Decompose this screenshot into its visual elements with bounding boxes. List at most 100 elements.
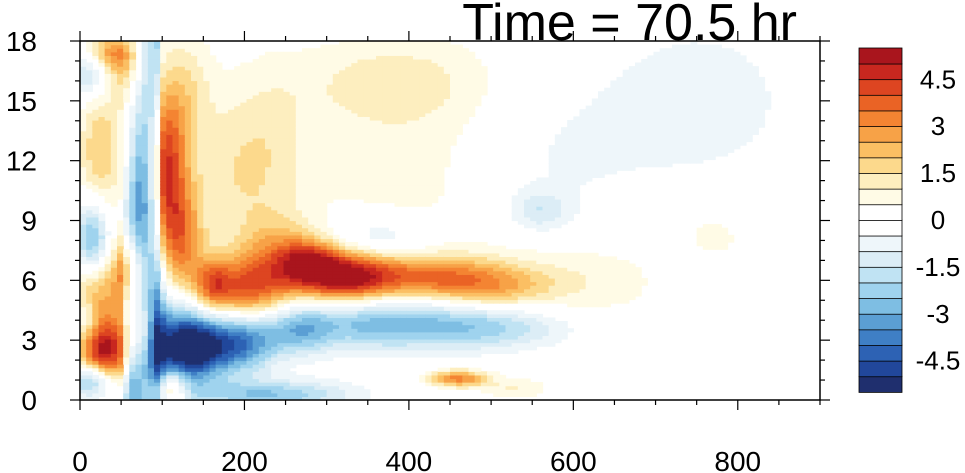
heatmap-cell [197, 396, 204, 400]
heatmap-cell [314, 159, 322, 164]
heatmap-cell [166, 389, 174, 394]
heatmap-cell [240, 137, 248, 143]
heatmap-cell [80, 378, 87, 383]
heatmap-cell [277, 285, 285, 290]
heatmap-cell [123, 227, 130, 232]
heatmap-cell [308, 206, 315, 211]
heatmap-cell [252, 396, 260, 400]
heatmap-cell [154, 249, 161, 254]
heatmap-cell [308, 184, 315, 189]
heatmap-cell [184, 188, 192, 193]
heatmap-cell [221, 191, 229, 196]
heatmap-cell [339, 41, 346, 46]
heatmap-cell [197, 94, 204, 100]
heatmap-cell [376, 321, 383, 326]
heatmap-cell [178, 256, 186, 261]
heatmap-cell [265, 112, 272, 117]
heatmap-cell [191, 364, 198, 369]
heatmap-cell [215, 130, 223, 135]
heatmap-cell [413, 41, 420, 46]
heatmap-cell [376, 335, 383, 340]
heatmap-cell [228, 166, 235, 171]
heatmap-cell [289, 152, 297, 157]
heatmap-cell [271, 102, 278, 107]
heatmap-cell [295, 148, 303, 153]
heatmap-cell [141, 335, 149, 340]
heatmap-cell [215, 141, 223, 146]
heatmap-cell [326, 84, 334, 89]
heatmap-cell [209, 324, 217, 329]
heatmap-cell [382, 249, 389, 254]
heatmap-cell [160, 242, 167, 247]
heatmap-cell [376, 152, 383, 157]
heatmap-cell [314, 181, 322, 186]
heatmap-cell [326, 310, 334, 315]
heatmap-cell [369, 335, 377, 340]
heatmap-cell [332, 256, 340, 261]
heatmap-cell [197, 360, 204, 365]
heatmap-cell [258, 55, 266, 60]
heatmap-cell [400, 274, 408, 279]
heatmap-cell [92, 170, 100, 175]
heatmap-cell [320, 328, 328, 333]
heatmap-cell [369, 170, 377, 175]
heatmap-cell [265, 306, 272, 311]
heatmap-cell [369, 51, 377, 56]
heatmap-cell [363, 73, 371, 78]
heatmap-cell [86, 87, 93, 92]
heatmap-cell [234, 356, 241, 362]
heatmap-cell [123, 213, 130, 218]
heatmap-cell [406, 277, 414, 283]
heatmap-cell [357, 112, 365, 117]
heatmap-cell [141, 281, 149, 286]
heatmap-cell [388, 181, 396, 186]
heatmap-cell [246, 216, 254, 222]
heatmap-cell [289, 274, 297, 279]
heatmap-cell [166, 263, 174, 268]
heatmap-cell [332, 91, 340, 96]
heatmap-cell [302, 112, 309, 117]
heatmap-cell [320, 130, 328, 135]
heatmap-cell [117, 321, 124, 326]
heatmap-cell [240, 148, 248, 153]
heatmap-cell [110, 285, 118, 290]
heatmap-cell [277, 220, 285, 225]
heatmap-cell [265, 328, 272, 333]
heatmap-cell [345, 317, 352, 322]
heatmap-cell [302, 281, 309, 286]
heatmap-cell [258, 249, 266, 254]
heatmap-cell [351, 159, 359, 164]
heatmap-cell [191, 224, 198, 229]
heatmap-cell [228, 177, 235, 182]
heatmap-cell [135, 252, 143, 257]
heatmap-cell [283, 292, 291, 297]
heatmap-cell [246, 94, 254, 100]
heatmap-cell [277, 385, 285, 390]
heatmap-cell [80, 328, 87, 333]
heatmap-cell [406, 58, 414, 64]
heatmap-cell [295, 51, 303, 56]
heatmap-cell [240, 281, 248, 286]
heatmap-cell [345, 310, 352, 315]
heatmap-cell [339, 102, 346, 107]
heatmap-cell [332, 163, 340, 168]
heatmap-cell [135, 338, 143, 344]
heatmap-cell [413, 346, 420, 351]
heatmap-cell [129, 41, 137, 46]
heatmap-cell [135, 166, 143, 171]
heatmap-cell [258, 374, 266, 380]
heatmap-cell [265, 109, 272, 114]
heatmap-cell [295, 80, 303, 85]
heatmap-cell [351, 331, 359, 336]
heatmap-cell [419, 295, 426, 301]
heatmap-cell [240, 130, 248, 135]
heatmap-cell [283, 134, 291, 139]
heatmap-cell [314, 321, 322, 326]
heatmap-cell [289, 313, 297, 319]
heatmap-cell [314, 256, 322, 261]
heatmap-cell [320, 382, 328, 387]
heatmap-cell [80, 349, 87, 354]
heatmap-cell [388, 94, 396, 100]
heatmap-cell [221, 206, 229, 211]
heatmap-cell [388, 58, 396, 64]
